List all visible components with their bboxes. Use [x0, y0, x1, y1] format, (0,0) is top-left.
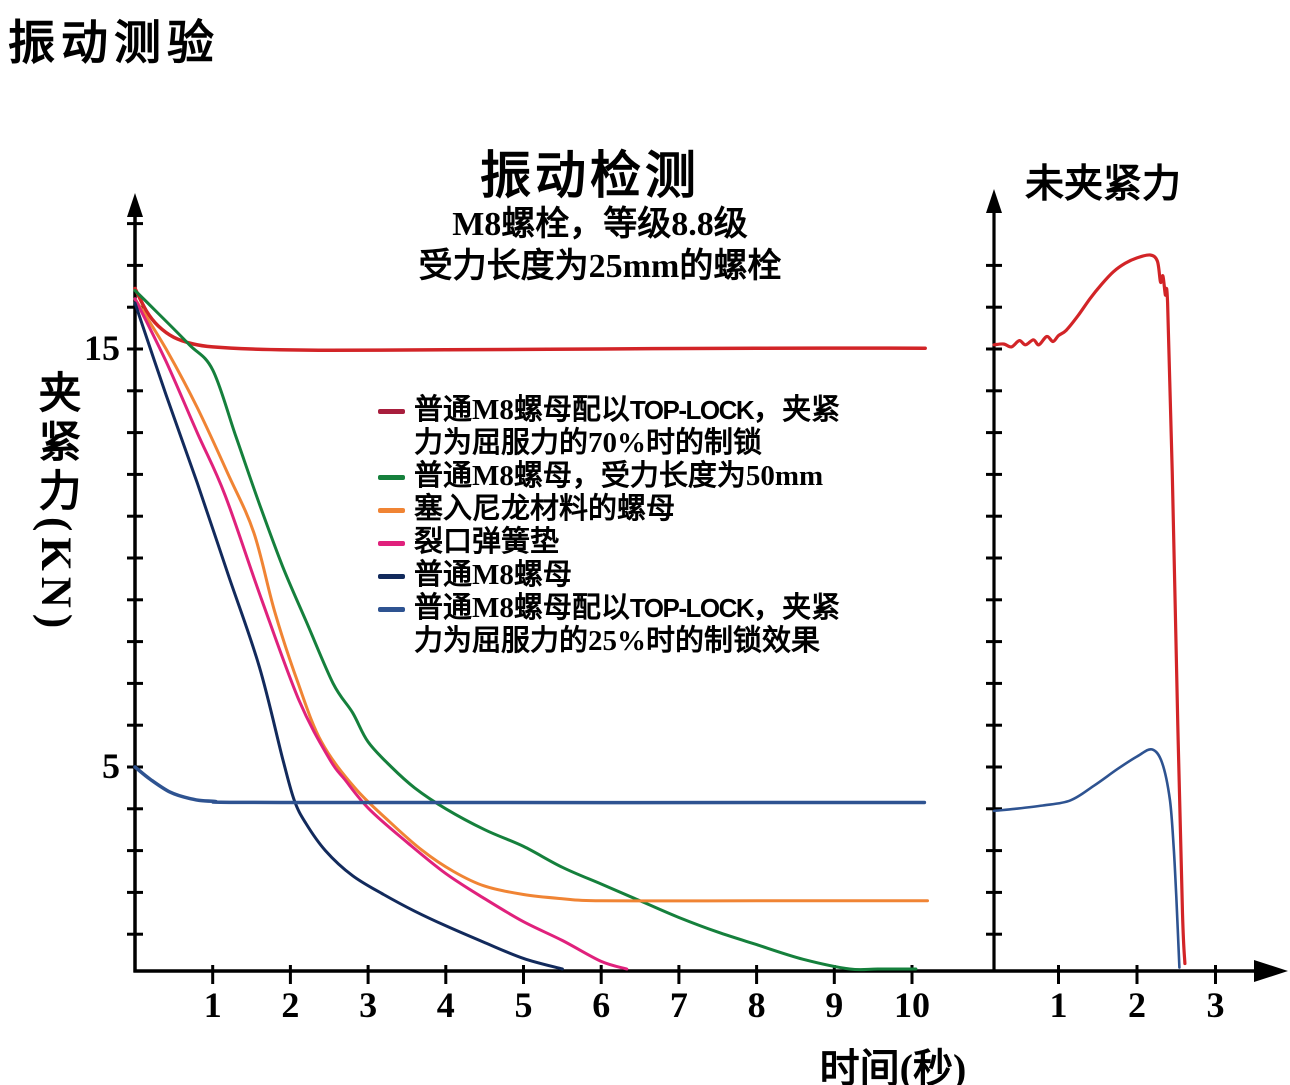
- x-tick-label: 1: [1049, 985, 1068, 1025]
- main-chart-title: 振动检测: [479, 149, 700, 205]
- main-series-2: [133, 297, 929, 903]
- x-tick-label: 1: [203, 985, 222, 1025]
- page-title: 振动测验: [8, 18, 220, 70]
- x-tick-label: 9: [825, 985, 844, 1025]
- x-tick-label: 5: [514, 985, 533, 1025]
- main-series-3: [133, 297, 629, 971]
- y-tick-label: 5: [102, 746, 120, 786]
- legend-row: 普通M8螺母配以TOP-LOCK，夹紧 力为屈服力的25%时的制锁效果: [378, 592, 918, 658]
- main-chart-subtitle: M8螺栓，等级8.8级 受力长度为25mm的螺栓: [320, 204, 880, 288]
- x-tick-label: 3: [1206, 985, 1225, 1025]
- legend-row: 普通M8螺母配以TOP-LOCK，夹紧 力为屈服力的70%时的制锁: [378, 394, 918, 460]
- toplock-logo: TOP-LOCK: [629, 395, 755, 425]
- main-series-5: [133, 765, 927, 805]
- y-tick-label: 15: [84, 328, 120, 368]
- x-tick-label: 6: [592, 985, 611, 1025]
- x-tick-label: 4: [436, 985, 455, 1025]
- legend-label: 裂口弹簧垫: [414, 526, 560, 558]
- x-tick-label: 7: [669, 985, 688, 1025]
- legend-swatch: [378, 409, 405, 414]
- legend-swatch: [378, 508, 405, 513]
- legend-row: 裂口弹簧垫: [378, 526, 918, 559]
- legend-swatch: [378, 574, 405, 579]
- right-y-axis-arrow: [986, 189, 1002, 213]
- x-tick-label: 10: [894, 985, 930, 1025]
- legend: 普通M8螺母配以TOP-LOCK，夹紧 力为屈服力的70%时的制锁 普通M8螺母，受…: [378, 394, 918, 658]
- legend-row: 普通M8螺母，受力长度为50mm: [378, 460, 918, 493]
- x-axis-label: 时间(秒): [819, 1046, 967, 1085]
- x-tick-label: 3: [359, 985, 378, 1025]
- legend-swatch: [378, 541, 405, 546]
- legend-label: 普通M8螺母配以TOP-LOCK，夹紧 力为屈服力的25%时的制锁效果: [414, 592, 841, 657]
- toplock-logo: TOP-LOCK: [629, 593, 755, 623]
- x-tick-label: 8: [747, 985, 766, 1025]
- legend-row: 塞入尼龙材料的螺母: [378, 493, 918, 526]
- x-axis-arrow: [1254, 960, 1288, 982]
- legend-swatch: [378, 475, 405, 480]
- subtitle-line-2: 受力长度为25mm的螺栓: [418, 248, 782, 285]
- x-tick-label: 2: [1128, 985, 1146, 1025]
- main-series-0: [133, 286, 927, 353]
- legend-row: 普通M8螺母: [378, 559, 918, 592]
- x-tick-label: 2: [281, 985, 300, 1025]
- legend-label: 普通M8螺母: [414, 559, 572, 591]
- subtitle-line-1: M8螺栓，等级8.8级: [452, 206, 748, 243]
- legend-label: 普通M8螺母，受力长度为50mm: [414, 460, 824, 492]
- y-axis-label: 夹紧力(KN): [32, 370, 79, 635]
- right-series-0: [992, 253, 1187, 966]
- right-series-1: [992, 747, 1181, 969]
- y-axis-arrow: [127, 193, 143, 217]
- right-chart-title: 未夹紧力: [1024, 163, 1181, 206]
- legend-swatch: [378, 607, 405, 612]
- legend-label: 普通M8螺母配以TOP-LOCK，夹紧 力为屈服力的70%时的制锁: [414, 394, 841, 459]
- main-series-1: [133, 289, 918, 972]
- main-series-4: [133, 301, 564, 971]
- legend-label: 塞入尼龙材料的螺母: [414, 493, 676, 525]
